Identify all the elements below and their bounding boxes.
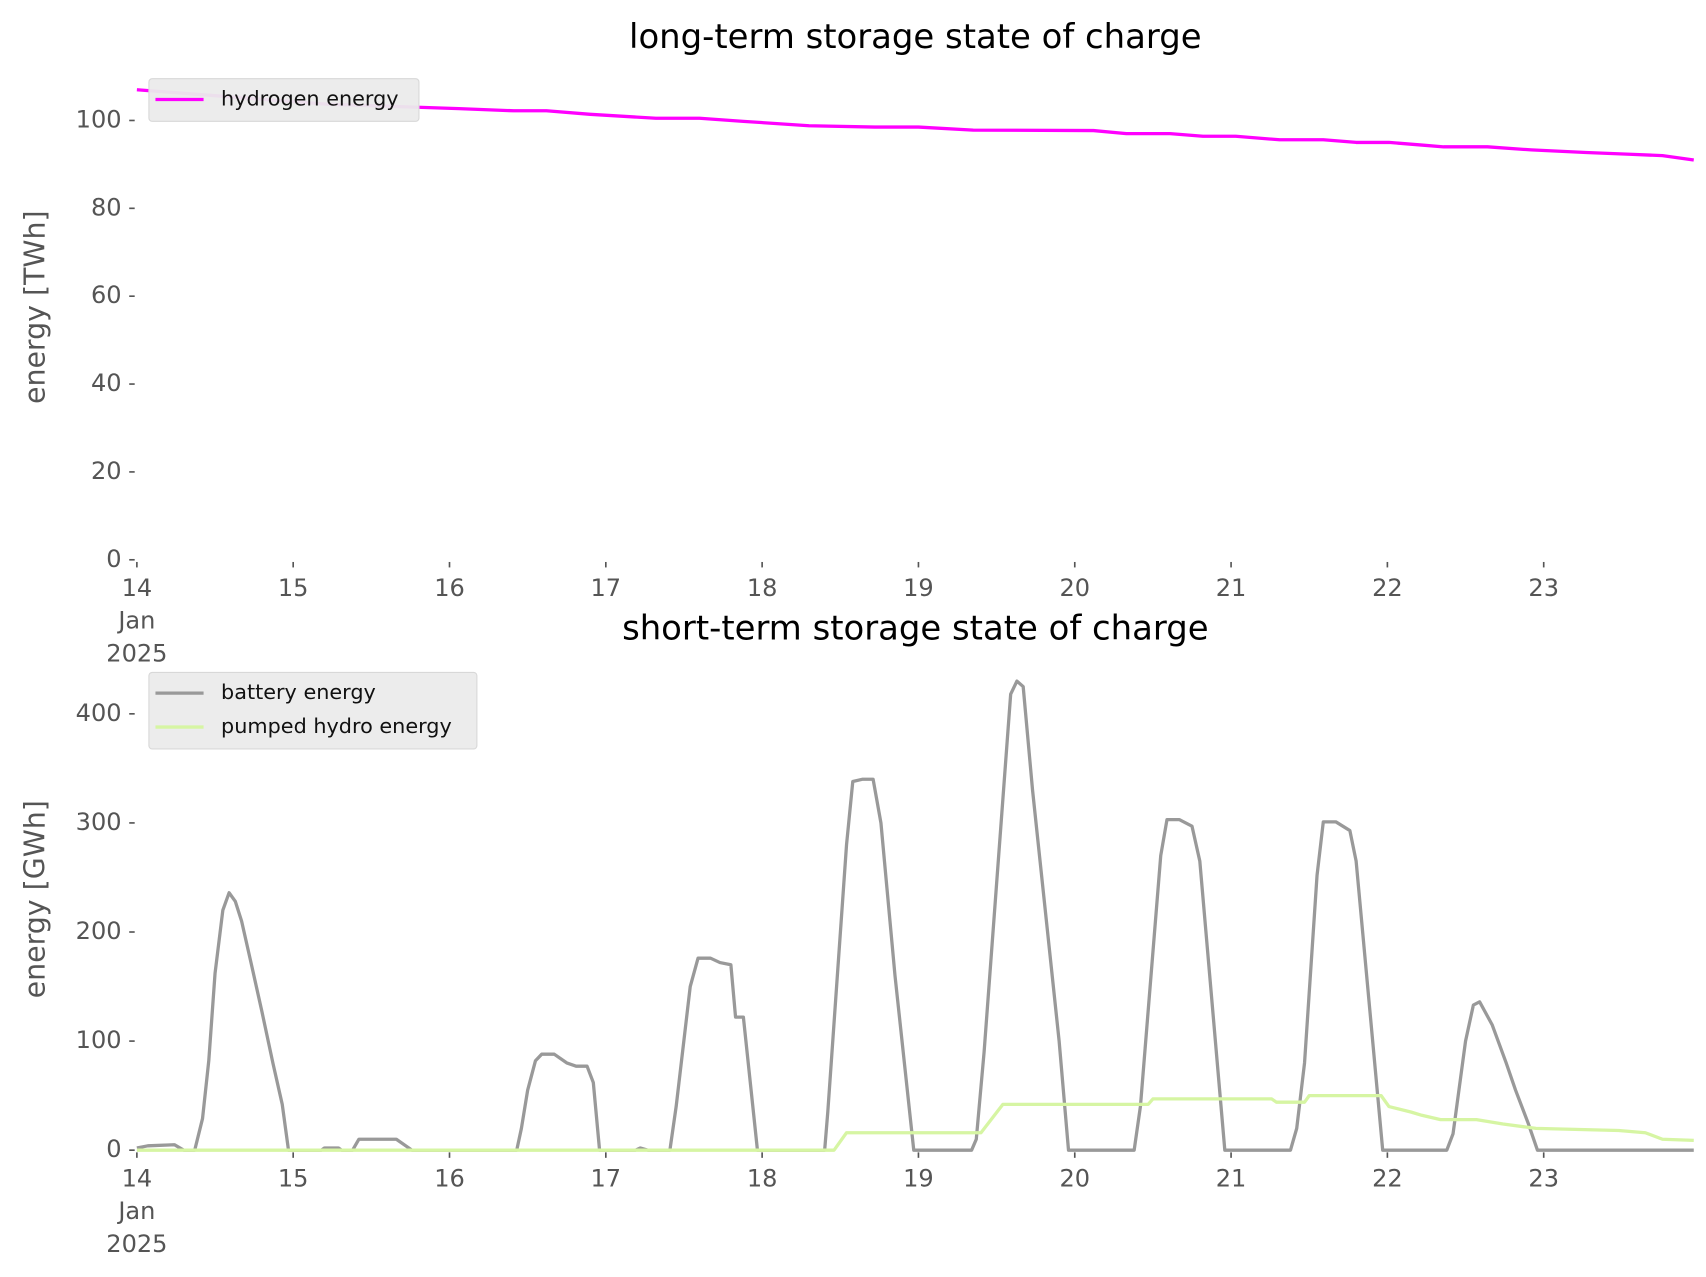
y-tick-label: 0 [106,1135,121,1163]
y-tick-label: 60 [91,281,122,309]
y-tick-label: 100 [76,1026,122,1054]
x-tick-label: 19 [903,1164,934,1192]
x-tick-label-line: 22 [1372,574,1403,602]
y-axis-label: energy [TWh] [18,210,51,404]
x-tick-label-line: Jan [116,607,155,635]
x-tick-label-line: 22 [1372,1164,1403,1192]
series-line [136,88,1694,162]
x-tick-label: 21 [1216,574,1247,602]
x-tick-label: 18 [747,574,778,602]
x-tick-label: 23 [1528,574,1559,602]
x-tick-label-line: 2025 [106,639,167,667]
x-tick-label: 15 [278,574,309,602]
x-tick-label: 16 [434,1164,465,1192]
x-tick-label-line: 23 [1528,574,1559,602]
x-tick-label: 17 [591,1164,622,1192]
y-tick-label: 400 [76,699,122,727]
legend-box [148,78,420,122]
y-tick-label: 200 [76,917,122,945]
x-tick-label-line: 20 [1059,1164,1090,1192]
x-tick-label-line: 17 [591,1164,622,1192]
x-tick-label: 19 [903,574,934,602]
x-tick-label-line: 18 [747,574,778,602]
legend-label: hydrogen energy [221,86,398,110]
y-tick-label: 0 [106,545,121,573]
x-tick-label-line: 20 [1059,574,1090,602]
x-tick-label: 22 [1372,1164,1403,1192]
x-tick-label: 20 [1059,1164,1090,1192]
x-tick-label-line: 14 [122,1164,153,1192]
x-tick-label-line: 17 [591,574,622,602]
legend-box [148,671,478,750]
x-tick-label: 14 Jan 2025 [106,574,167,668]
x-tick-label: 18 [747,1164,778,1192]
x-tick-label: 16 [434,574,465,602]
y-tick-label: 40 [91,369,122,397]
x-tick-label-line: 15 [278,1164,309,1192]
y-tick-label: 20 [91,457,122,485]
series-line [136,679,1694,1152]
y-tick-label: 100 [76,105,122,133]
x-tick-label-line: Jan [116,1197,155,1225]
series-line [136,1093,1694,1152]
legend-label: pumped hydro energy [221,714,452,738]
x-tick-label-line: 14 [122,574,153,602]
x-tick-label: 23 [1528,1164,1559,1192]
x-tick-label: 22 [1372,574,1403,602]
x-tick-label-line: 21 [1216,1164,1247,1192]
x-tick-label: 20 [1059,574,1090,602]
x-tick-label-line: 19 [903,1164,934,1192]
chart-title: short-term storage state of charge [622,608,1208,647]
x-tick-label-line: 18 [747,1164,778,1192]
x-tick-label-line: 19 [903,574,934,602]
x-tick-label-line: 16 [434,1164,465,1192]
x-tick-label-line: 23 [1528,1164,1559,1192]
chart-title: long-term storage state of charge [629,17,1202,56]
x-tick-label: 21 [1216,1164,1247,1192]
x-tick-label: 17 [591,574,622,602]
x-tick-label-line: 15 [278,574,309,602]
x-tick-label-line: 16 [434,574,465,602]
x-tick-label-line: 21 [1216,574,1247,602]
x-tick-label: 15 [278,1164,309,1192]
y-axis-label: energy [GWh] [18,800,51,998]
x-tick-label: 14 Jan 2025 [106,1164,167,1258]
y-tick-label: 80 [91,193,122,221]
legend-label: battery energy [221,680,376,704]
x-tick-label-line: 2025 [106,1230,167,1258]
y-tick-label: 300 [76,808,122,836]
